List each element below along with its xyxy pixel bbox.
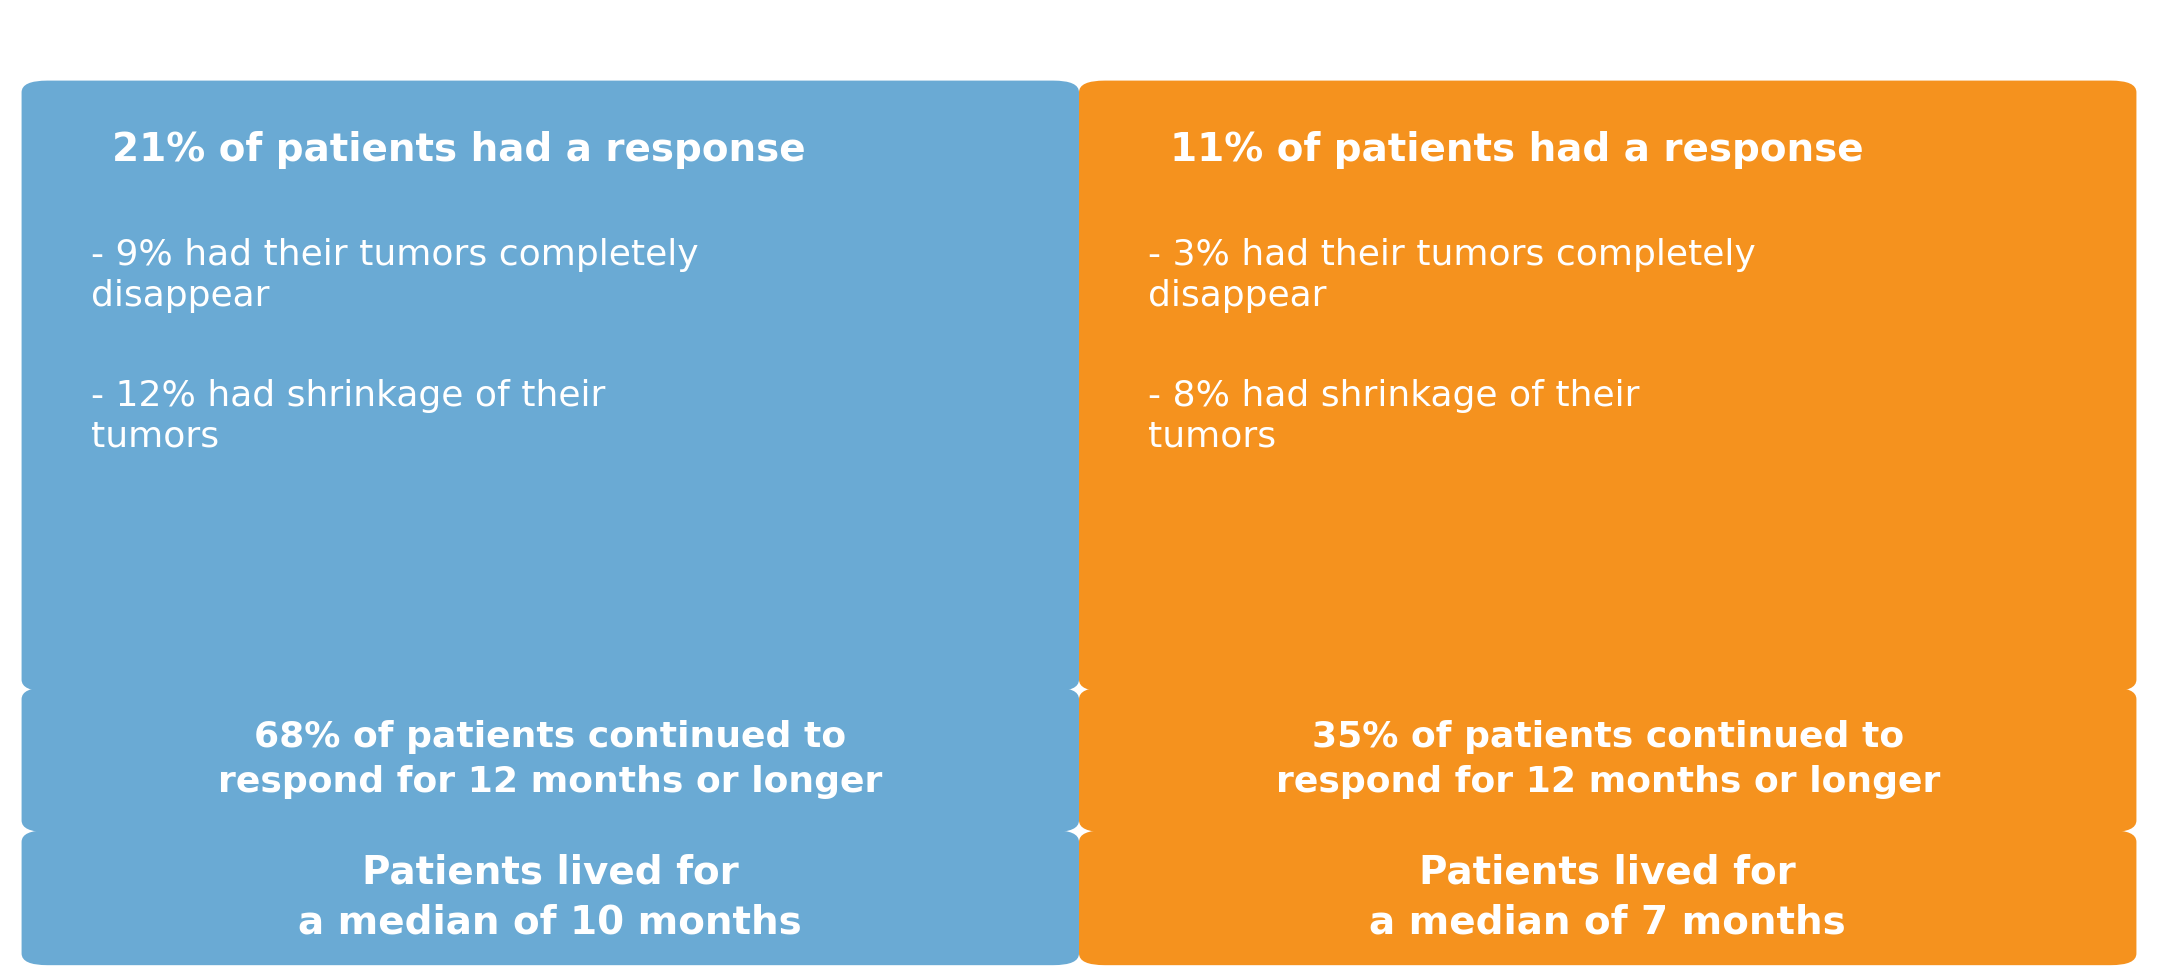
Text: - 9% had their tumors completely
disappear: - 9% had their tumors completely disappe… [91, 238, 699, 313]
FancyBboxPatch shape [1079, 81, 2136, 691]
Text: 35% of patients continued to
respond for 12 months or longer: 35% of patients continued to respond for… [1275, 720, 1940, 799]
Text: 21% of patients had a response: 21% of patients had a response [112, 131, 805, 169]
Text: 68% of patients continued to
respond for 12 months or longer: 68% of patients continued to respond for… [218, 720, 883, 799]
FancyBboxPatch shape [1079, 830, 2136, 965]
FancyBboxPatch shape [22, 687, 1079, 832]
Text: 11% of patients had a response: 11% of patients had a response [1170, 131, 1862, 169]
FancyBboxPatch shape [1079, 687, 2136, 832]
FancyBboxPatch shape [22, 830, 1079, 965]
Text: - 12% had shrinkage of their
tumors: - 12% had shrinkage of their tumors [91, 379, 604, 453]
Text: - 3% had their tumors completely
disappear: - 3% had their tumors completely disappe… [1148, 238, 1757, 313]
Text: - 8% had shrinkage of their
tumors: - 8% had shrinkage of their tumors [1148, 379, 1640, 453]
Text: Patients lived for
a median of 10 months: Patients lived for a median of 10 months [298, 854, 803, 942]
Text: Patients lived for
a median of 7 months: Patients lived for a median of 7 months [1370, 854, 1845, 942]
FancyBboxPatch shape [22, 81, 1079, 691]
